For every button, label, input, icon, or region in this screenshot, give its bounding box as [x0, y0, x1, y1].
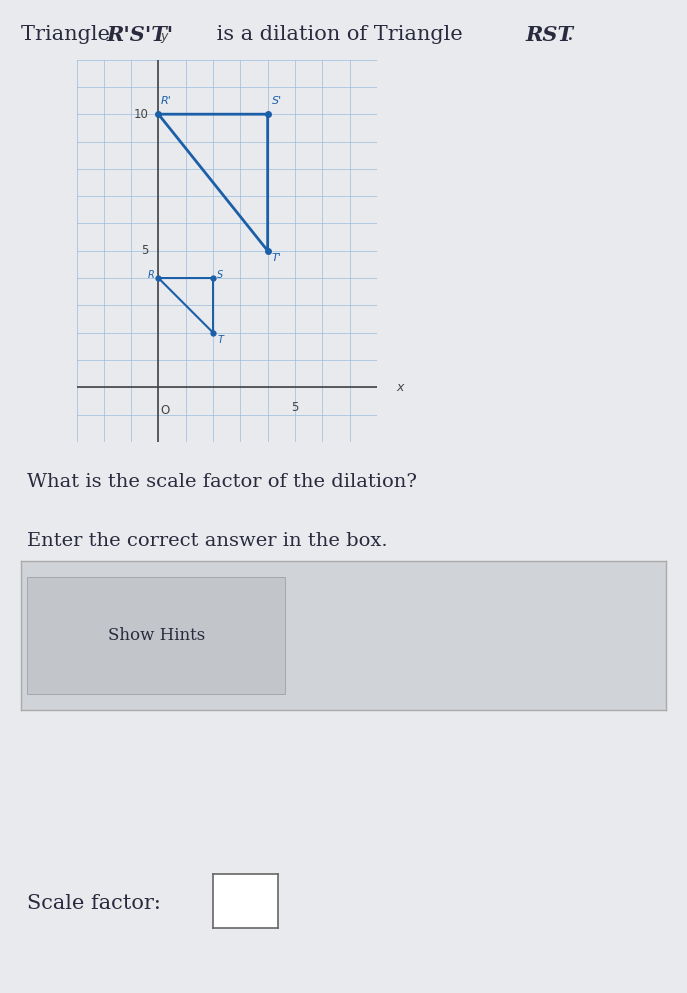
Text: R: R	[148, 270, 155, 280]
Text: is a dilation of Triangle: is a dilation of Triangle	[210, 25, 469, 45]
FancyBboxPatch shape	[27, 578, 285, 693]
Text: Triangle: Triangle	[21, 25, 116, 45]
Text: Enter the correct answer in the box.: Enter the correct answer in the box.	[27, 532, 388, 550]
Text: 10: 10	[134, 107, 149, 121]
Text: R'S'T': R'S'T'	[106, 25, 174, 45]
Text: What is the scale factor of the dilation?: What is the scale factor of the dilation…	[27, 473, 418, 491]
Text: 5: 5	[142, 244, 149, 257]
Text: RST: RST	[526, 25, 574, 45]
Text: T: T	[217, 336, 223, 346]
Text: S': S'	[272, 96, 282, 106]
Text: 5: 5	[291, 401, 299, 414]
Text: .: .	[567, 25, 574, 45]
Text: x: x	[396, 380, 403, 394]
Text: y: y	[160, 30, 168, 43]
Text: Show Hints: Show Hints	[108, 627, 205, 644]
Text: S: S	[217, 270, 223, 280]
Text: Scale factor:: Scale factor:	[27, 894, 161, 914]
Text: R': R'	[161, 96, 172, 106]
Text: O: O	[161, 403, 170, 417]
Text: T': T'	[272, 253, 282, 263]
